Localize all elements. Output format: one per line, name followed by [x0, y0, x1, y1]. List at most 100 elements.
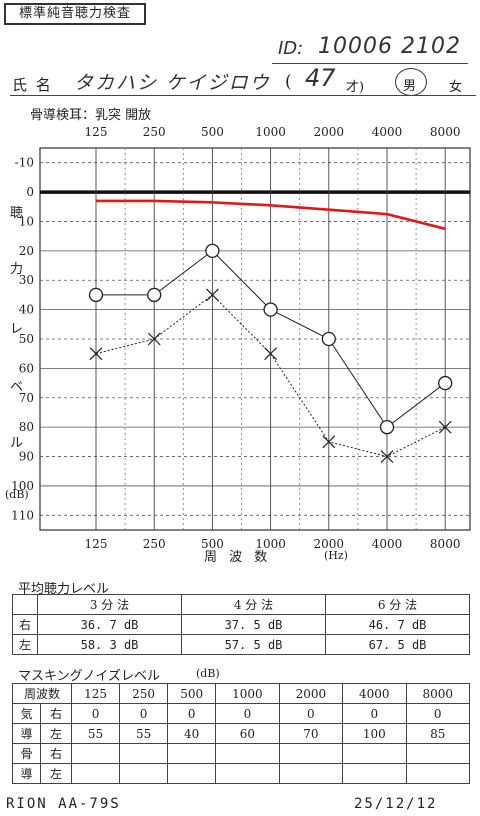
left-ear-point	[322, 435, 336, 449]
right-ear-point	[147, 287, 162, 303]
id-label: ID:	[278, 38, 304, 59]
y-axis-label-char-4: ベ	[10, 380, 24, 395]
y-axis-label-char-5: ル	[10, 436, 24, 451]
masking-value: 60	[215, 723, 280, 744]
x-tick-label-bottom: 1000	[255, 537, 286, 551]
patient-age: 47	[305, 64, 336, 92]
right-ear-point	[263, 302, 278, 317]
y-tick-label: 50	[19, 332, 34, 346]
y-tick-label: 0	[26, 185, 34, 199]
y-tick-label: 40	[19, 303, 34, 317]
ear-label: 右	[12, 614, 38, 635]
id-underline	[272, 63, 468, 64]
ear-label: 右	[40, 743, 72, 764]
type-label: 気	[11, 703, 42, 724]
masking-value: 0	[119, 703, 169, 724]
masking-unit: (dB)	[196, 667, 220, 680]
x-tick-label-bottom: 125	[85, 537, 108, 551]
patient-name: タカハシ ケイジロウ	[74, 72, 271, 94]
masked-threshold-line	[96, 199, 446, 231]
avg-value: 46. 7 dB	[325, 614, 470, 635]
y-axis-label-char-2: 力	[10, 262, 24, 277]
x-tick-label-top: 4000	[372, 125, 403, 139]
y-axis-label-char-3: レ	[10, 322, 24, 337]
freq-cell: 2000	[278, 683, 344, 704]
cross-stroke	[205, 288, 219, 302]
freq-header: 周波数	[12, 683, 72, 704]
masking-table: 周波数 125 250 500 1000 2000 4000 8000 気 右 …	[11, 683, 470, 784]
type-label: 導	[11, 763, 42, 784]
sex-female: 女	[449, 80, 463, 95]
audiogram-chart: -10 0 10 20 30 40 50 60 70 80 90 100 110 125 125 250 250…	[11, 125, 471, 551]
masking-value: 0	[278, 703, 344, 724]
x-tick-label-bottom: 2000	[314, 537, 345, 551]
device-name: RION AA-79S	[6, 796, 121, 812]
name-underline	[10, 95, 476, 96]
method-4: 4 分 法	[181, 594, 326, 615]
type-label: 導	[11, 723, 42, 744]
cross-stroke	[147, 332, 161, 346]
freq-cell: 125	[70, 683, 121, 704]
y-tick-label: 110	[11, 508, 34, 522]
avg-value: 37. 5 dB	[181, 614, 326, 635]
cross-stroke	[380, 450, 394, 463]
x-tick-label-top: 2000	[314, 125, 345, 139]
freq-cell: 1000	[215, 683, 280, 704]
x-tick-label-bottom: 4000	[372, 537, 403, 551]
left-ear-point	[205, 288, 219, 302]
right-ear-point	[321, 331, 336, 347]
method-6: 6 分 法	[325, 594, 470, 615]
sex-male: 男	[403, 79, 417, 94]
x-tick-label-bottom: 8000	[430, 537, 461, 551]
y-tick-label: 90	[19, 450, 34, 464]
freq-cell: 500	[167, 683, 217, 704]
left-ear-point	[438, 420, 452, 434]
masking-value: 70	[278, 723, 344, 744]
y-tick-label: 70	[19, 391, 34, 405]
x-tick-label-top: 125	[85, 125, 108, 139]
freq-cell: 250	[119, 683, 169, 704]
masking-value: 0	[70, 703, 121, 724]
y-axis-unit: (dB)	[5, 488, 29, 501]
avg-value: 67. 5 dB	[325, 634, 470, 655]
right-ear-point	[379, 420, 395, 435]
masking-title: マスキングノイズレベル	[18, 669, 160, 684]
masking-value: 0	[167, 703, 217, 724]
left-ear-point	[89, 347, 103, 361]
cross-stroke	[89, 347, 103, 361]
freq-cell: 4000	[342, 683, 407, 704]
ear-label: 左	[40, 763, 72, 784]
method-3: 3 分 法	[37, 594, 182, 615]
right-ear-point	[438, 375, 453, 391]
id-value: 10006 2102	[318, 34, 461, 59]
masking-value: 85	[405, 723, 470, 744]
y-axis-label-char-1: 聴	[10, 206, 24, 221]
freq-cell: 8000	[405, 683, 470, 704]
cross-stroke	[322, 435, 336, 449]
masking-value: 0	[342, 703, 407, 724]
y-tick-label: 30	[19, 273, 34, 287]
age-open: (	[285, 72, 292, 92]
x-tick-label-top: 250	[143, 125, 166, 139]
left-ear-point	[380, 450, 394, 463]
masking-value: 55	[70, 723, 121, 744]
x-tick-label-top: 500	[201, 125, 224, 139]
average-hearing-table: 3 分 法 4 分 法 6 分 法 右 36. 7 dB 37. 5 dB 46…	[12, 594, 470, 655]
test-date: 25/12/12	[354, 796, 438, 812]
bone-test-note: 骨導検耳：乳突 開放	[30, 108, 152, 123]
y-tick-label: -10	[15, 156, 34, 170]
y-tick-label: 60	[19, 361, 34, 375]
x-tick-label-bottom: 500	[201, 537, 224, 551]
y-tick-label: 20	[19, 244, 34, 258]
masking-value: 0	[215, 703, 280, 724]
right-ear-point	[205, 243, 220, 258]
name-label: 氏 名	[12, 76, 53, 94]
y-tick-label: 100	[11, 479, 34, 493]
left-ear-point	[147, 332, 161, 346]
cross-stroke	[264, 347, 278, 361]
avg-value: 36. 7 dB	[37, 614, 182, 635]
masking-value: 0	[405, 703, 470, 724]
type-label: 骨	[11, 743, 42, 764]
cross-stroke	[438, 420, 452, 434]
x-axis-label: 周 波 数	[204, 550, 272, 565]
